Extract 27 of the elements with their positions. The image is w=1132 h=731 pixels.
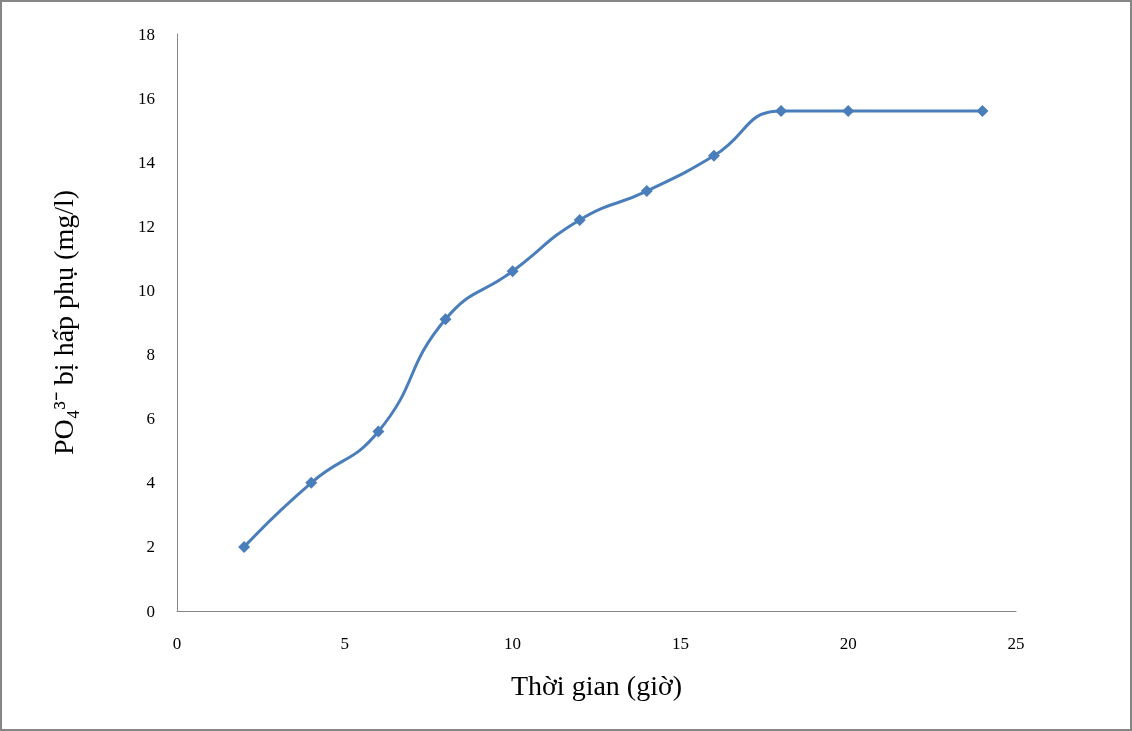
point [305, 476, 318, 489]
x-tick-label: 0 [172, 634, 182, 653]
x-tick-label: 25 [1007, 634, 1025, 653]
y-tick-label: 18 [138, 24, 155, 44]
x-tick-label: 20 [839, 634, 857, 653]
y-tick-label: 6 [146, 409, 155, 429]
y-tick-label: 8 [146, 345, 155, 365]
y-tick-label: 2 [146, 537, 155, 557]
x-tick-label: 5 [340, 634, 350, 653]
point [640, 185, 653, 198]
point [238, 540, 251, 553]
point [976, 104, 989, 117]
y-tick-label: 14 [138, 152, 156, 172]
y-axis-title: PO₄³⁻ bị hấp phụ (mg/l) [47, 189, 79, 456]
point [573, 213, 586, 226]
x-tick-label: 10 [504, 634, 522, 653]
point [707, 149, 720, 162]
y-tick-label: 4 [146, 473, 156, 493]
point [439, 313, 452, 326]
x-axis-title: Thời gian (giờ) [510, 669, 683, 701]
y-tick-label: 10 [138, 280, 155, 300]
point [372, 425, 385, 438]
x-tick-label: 15 [671, 634, 689, 653]
point [506, 265, 519, 278]
y-tick-label: 12 [138, 216, 155, 236]
y-tick-label: 0 [146, 601, 155, 621]
y-tick-label: 16 [138, 88, 155, 108]
